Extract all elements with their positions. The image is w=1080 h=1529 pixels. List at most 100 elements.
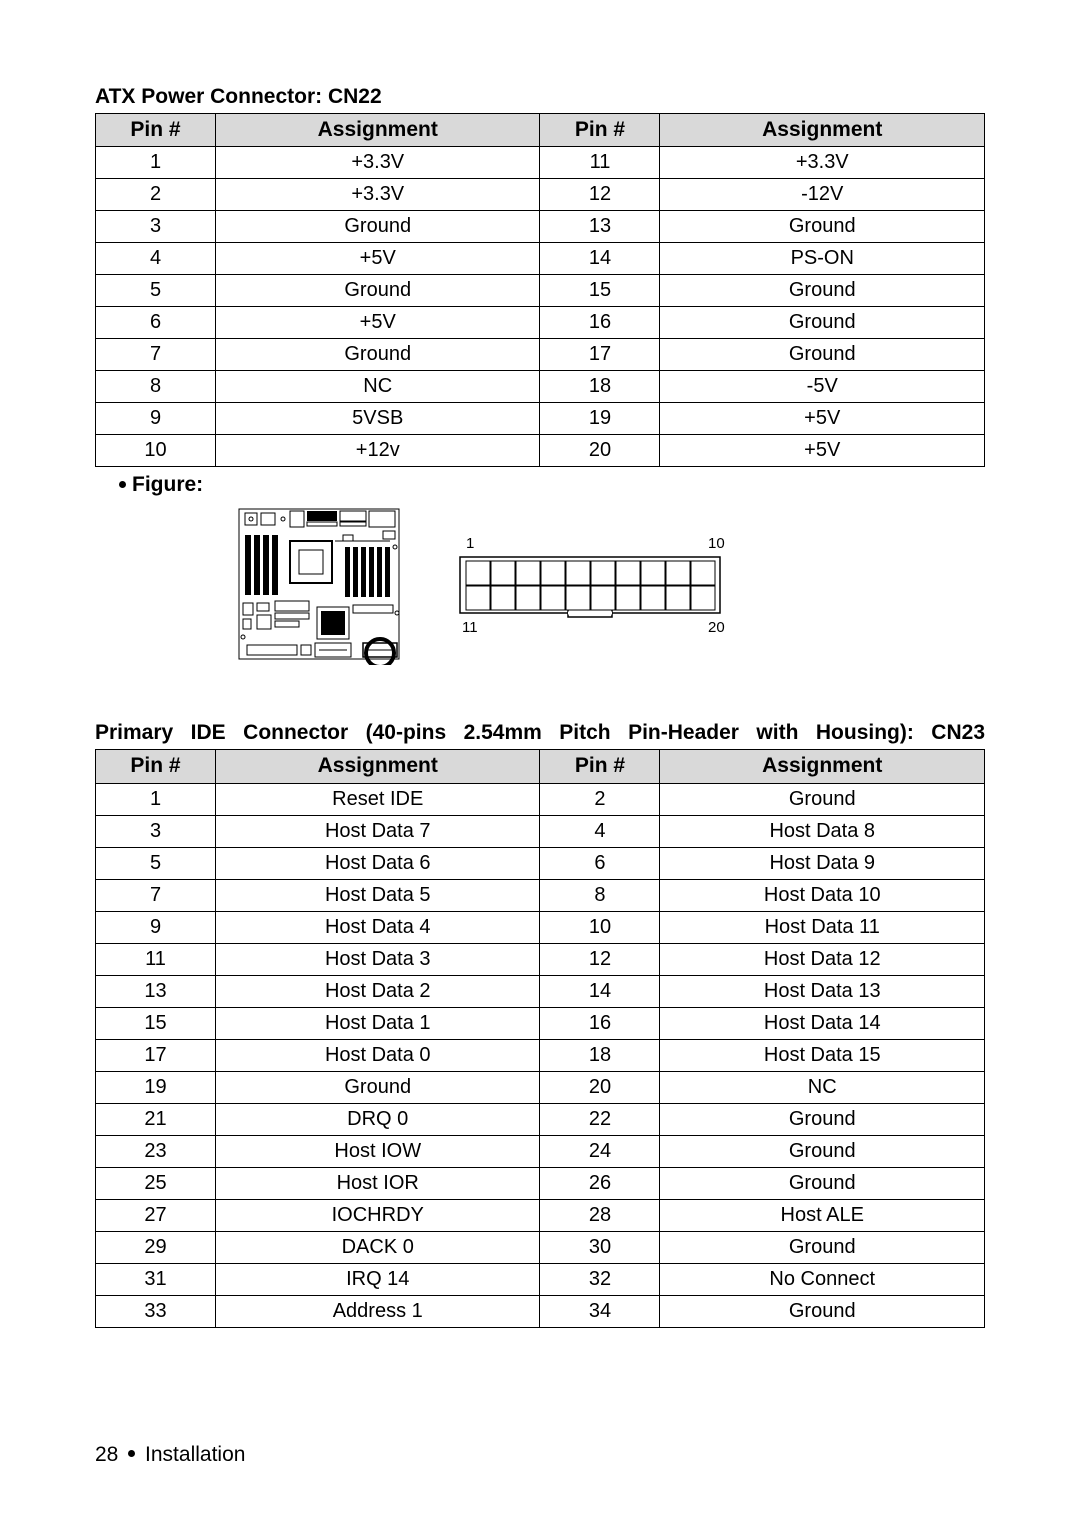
table-cell: 19	[540, 403, 660, 435]
table-cell: Ground	[216, 1071, 540, 1103]
col-header: Pin #	[96, 750, 216, 783]
table-cell: 31	[96, 1263, 216, 1295]
table-cell: -5V	[660, 371, 985, 403]
table-cell: 4	[96, 243, 216, 275]
table-cell: Host Data 15	[660, 1039, 985, 1071]
table-cell: Ground	[216, 211, 540, 243]
table-cell: 32	[540, 1263, 660, 1295]
col-header: Assignment	[216, 750, 540, 783]
table-row: 2+3.3V12-12V	[96, 179, 985, 211]
table-row: 10+12v20+5V	[96, 435, 985, 467]
table-cn22: Pin # Assignment Pin # Assignment 1+3.3V…	[95, 113, 985, 467]
table-cell: Host Data 7	[216, 815, 540, 847]
table-cell: 17	[96, 1039, 216, 1071]
table-cell: Ground	[660, 1231, 985, 1263]
table-cell: 18	[540, 1039, 660, 1071]
table-row: 31IRQ 1432No Connect	[96, 1263, 985, 1295]
table-cell: 24	[540, 1135, 660, 1167]
table-cell: Host Data 13	[660, 975, 985, 1007]
table-cell: 17	[540, 339, 660, 371]
table-cell: Ground	[660, 1167, 985, 1199]
table-cell: 6	[96, 307, 216, 339]
table-cell: 21	[96, 1103, 216, 1135]
table-cell: 10	[96, 435, 216, 467]
table-cell: 2	[96, 179, 216, 211]
table-row: 5Ground15Ground	[96, 275, 985, 307]
table-cell: +5V	[660, 403, 985, 435]
table-cell: 2	[540, 783, 660, 815]
table-row: 33Address 134Ground	[96, 1295, 985, 1327]
table-cell: Ground	[216, 339, 540, 371]
table-cell: 15	[540, 275, 660, 307]
table-cell: 10	[540, 911, 660, 943]
table-cell: Ground	[660, 211, 985, 243]
table-cell: 15	[96, 1007, 216, 1039]
pin-label-20: 20	[708, 619, 725, 636]
table-cell: +5V	[660, 435, 985, 467]
table-cell: Ground	[660, 1103, 985, 1135]
table-cell: 20	[540, 1071, 660, 1103]
table-cell: 14	[540, 975, 660, 1007]
table-row: 95VSB19+5V	[96, 403, 985, 435]
table-cell: Host Data 9	[660, 847, 985, 879]
table-cell: 3	[96, 815, 216, 847]
table-cell: DACK 0	[216, 1231, 540, 1263]
table-cell: Ground	[660, 275, 985, 307]
table-cell: Host Data 1	[216, 1007, 540, 1039]
table-row: 15Host Data 116Host Data 14	[96, 1007, 985, 1039]
table-row: 19Ground20NC	[96, 1071, 985, 1103]
table-cell: +12v	[216, 435, 540, 467]
table-cell: 23	[96, 1135, 216, 1167]
table-header-row: Pin # Assignment Pin # Assignment	[96, 750, 985, 783]
table-row: 17Host Data 018Host Data 15	[96, 1039, 985, 1071]
table-cell: Host IOR	[216, 1167, 540, 1199]
table-cell: +5V	[216, 307, 540, 339]
table-row: 5Host Data 66Host Data 9	[96, 847, 985, 879]
table-cell: 11	[540, 147, 660, 179]
table-cn23: Pin # Assignment Pin # Assignment 1Reset…	[95, 749, 985, 1327]
table-row: 3Ground13Ground	[96, 211, 985, 243]
table-cell: Reset IDE	[216, 783, 540, 815]
page-number: 28	[95, 1443, 118, 1466]
table-header-row: Pin # Assignment Pin # Assignment	[96, 114, 985, 147]
table-cell: Ground	[660, 339, 985, 371]
table-cell: 5VSB	[216, 403, 540, 435]
pin-label-10: 10	[708, 535, 725, 552]
table-row: 23Host IOW24Ground	[96, 1135, 985, 1167]
table-cell: Host Data 8	[660, 815, 985, 847]
table-cell: Host Data 14	[660, 1007, 985, 1039]
table-cell: NC	[216, 371, 540, 403]
table-row: 1Reset IDE2Ground	[96, 783, 985, 815]
table-cell: Host Data 2	[216, 975, 540, 1007]
table-cell: Host IOW	[216, 1135, 540, 1167]
section2-title: Primary IDE Connector (40-pins 2.54mm Pi…	[95, 721, 985, 745]
col-header: Pin #	[96, 114, 216, 147]
table-cell: 5	[96, 275, 216, 307]
table-cell: 19	[96, 1071, 216, 1103]
table-cell: 8	[540, 879, 660, 911]
table-cell: Ground	[660, 783, 985, 815]
table-cn23-body: 1Reset IDE2Ground3Host Data 74Host Data …	[96, 783, 985, 1327]
table-row: 13Host Data 214Host Data 13	[96, 975, 985, 1007]
col-header: Pin #	[540, 114, 660, 147]
page-footer: 28 Installation	[95, 1443, 245, 1467]
table-cell: 3	[96, 211, 216, 243]
table-cell: IRQ 14	[216, 1263, 540, 1295]
table-row: 1+3.3V11+3.3V	[96, 147, 985, 179]
table-cell: Host Data 3	[216, 943, 540, 975]
table-row: 27IOCHRDY28Host ALE	[96, 1199, 985, 1231]
bullet-icon	[119, 481, 126, 488]
table-cell: 11	[96, 943, 216, 975]
footer-section: Installation	[145, 1443, 245, 1466]
atx-connector-diagram: 1 10 11 20	[450, 535, 750, 635]
table-cell: NC	[660, 1071, 985, 1103]
col-header: Assignment	[660, 114, 985, 147]
table-cell: 27	[96, 1199, 216, 1231]
pin-label-1: 1	[466, 535, 474, 552]
section1-title: ATX Power Connector: CN22	[95, 85, 985, 109]
table-row: 3Host Data 74Host Data 8	[96, 815, 985, 847]
figure-label: Figure:	[119, 473, 985, 497]
table-cell: 33	[96, 1295, 216, 1327]
table-row: 7Host Data 58Host Data 10	[96, 879, 985, 911]
table-cell: Host Data 0	[216, 1039, 540, 1071]
